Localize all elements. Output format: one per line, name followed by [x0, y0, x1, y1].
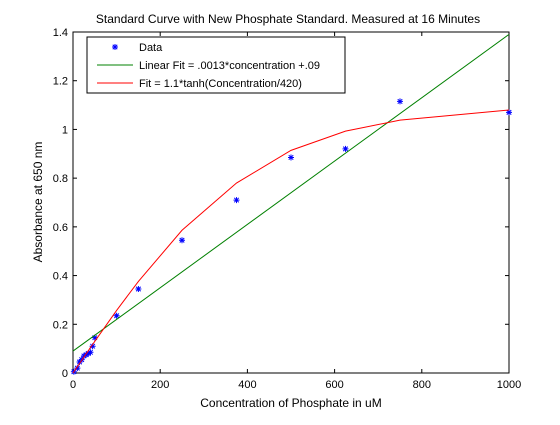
- data-point: [342, 145, 349, 152]
- legend-label: Data: [139, 42, 163, 54]
- x-tick-label: 800: [413, 379, 431, 391]
- x-tick-label: 400: [238, 379, 256, 391]
- data-point: [91, 334, 98, 341]
- data-point-glyph: [397, 98, 403, 105]
- data-point: [89, 343, 96, 350]
- x-tick-label: 600: [325, 379, 343, 391]
- data-point: [87, 349, 94, 356]
- data-point: [179, 237, 185, 244]
- y-tick-label: 0.4: [53, 271, 68, 283]
- chart-title: Standard Curve with New Phosphate Standa…: [96, 12, 480, 26]
- legend: Data Linear Fit = .0013*concentration +.0…: [86, 36, 346, 94]
- x-tick-label: 0: [70, 379, 76, 391]
- legend-swatch-marker-glyph: [112, 44, 118, 50]
- x-axis-label: Concentration of Phosphate in uM: [200, 396, 381, 410]
- y-tick-label: 0.8: [53, 173, 68, 185]
- data-point-glyph: [89, 343, 96, 350]
- y-tick-label: 0.2: [53, 319, 68, 331]
- data-point-glyph: [113, 312, 120, 319]
- x-tick-label: 1000: [497, 379, 521, 391]
- data-point-glyph: [506, 109, 512, 116]
- y-axis-label: Absorbance at 650 nm: [31, 142, 45, 263]
- y-tick-label: 1.4: [53, 27, 68, 39]
- data-point-glyph: [342, 145, 349, 152]
- data-point: [76, 359, 83, 366]
- data-point-glyph: [233, 197, 240, 204]
- series-tanh-fit-line: [72, 109, 510, 374]
- data-point: [288, 154, 294, 161]
- data-point-glyph: [74, 365, 81, 372]
- data-point-glyph: [179, 237, 185, 244]
- legend-swatch-marker: [112, 44, 118, 50]
- data-point: [506, 109, 512, 116]
- data-point: [85, 350, 92, 357]
- series-linear-fit-line: [72, 34, 510, 352]
- data-point-glyph: [288, 154, 294, 161]
- data-point: [397, 98, 403, 105]
- data-point-glyph: [76, 359, 83, 366]
- data-point: [135, 285, 142, 292]
- data-point-glyph: [87, 349, 94, 356]
- data-point: [80, 352, 87, 359]
- y-tick-label: 0: [62, 368, 68, 380]
- legend-label: Linear Fit = .0013*concentration +.09: [139, 60, 320, 72]
- y-tick-label: 1: [62, 124, 68, 136]
- data-point-glyph: [91, 334, 98, 341]
- data-point-glyph: [80, 352, 87, 359]
- y-tick-label: 1.2: [53, 76, 68, 88]
- x-tick-label: 200: [151, 379, 169, 391]
- data-point: [74, 365, 81, 372]
- data-point: [113, 312, 120, 319]
- y-tick-label: 0.6: [53, 222, 68, 234]
- data-point-glyph: [135, 285, 142, 292]
- data-point: [233, 197, 240, 204]
- legend-label: Fit = 1.1*tanh(Concentration/420): [139, 78, 302, 90]
- data-point-glyph: [85, 350, 92, 357]
